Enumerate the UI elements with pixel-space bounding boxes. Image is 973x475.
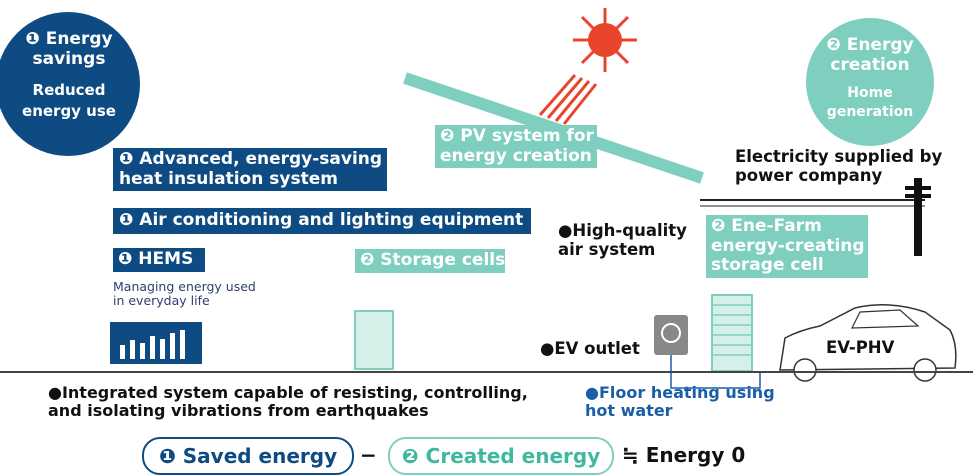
line: ●High-quality [558, 222, 687, 241]
line: generation [820, 103, 920, 122]
wheel [914, 359, 936, 381]
hems-box: ❶ HEMS [113, 248, 205, 272]
line: energy use [14, 101, 124, 122]
minus: − [360, 444, 377, 467]
car-label: EV-PHV [826, 339, 894, 358]
earthquake: ●Integrated system capable of resisting,… [48, 384, 528, 421]
line: ●Integrated system capable of resisting,… [48, 384, 528, 402]
line: air system [558, 241, 687, 260]
crossbar [905, 194, 931, 198]
ev-outlet-label: ●EV outlet [540, 340, 640, 359]
line: Electricity supplied by [735, 148, 942, 167]
created-energy: ❷ Created energy [388, 437, 614, 475]
energy-zero: ≒ Energy 0 [622, 444, 745, 467]
line: power company [735, 167, 942, 186]
line: heat insulation system [119, 170, 381, 190]
line: energy creation [440, 147, 592, 167]
line: ❷ Energy [820, 36, 920, 56]
line: hot water [585, 402, 775, 420]
line: ❶ Advanced, energy-saving [119, 150, 381, 170]
line: in everyday life [113, 294, 256, 308]
wheel [794, 359, 816, 381]
air-conditioning-box: ❶ Air conditioning and lighting equipmen… [113, 208, 531, 234]
line: energy-creating [711, 237, 863, 257]
line: ❶ Energy [24, 30, 114, 50]
storage-cell [355, 311, 393, 369]
line: ❷ PV system for [440, 127, 592, 147]
line: ❷ Ene-Farm [711, 217, 863, 237]
sun-core [588, 23, 622, 57]
saved-energy: ❶ Saved energy [142, 437, 354, 475]
line: storage cell [711, 256, 863, 276]
crossbar [905, 186, 931, 190]
line: and isolating vibrations from earthquake… [48, 402, 528, 420]
ene-farm-unit [712, 295, 752, 371]
sun [540, 8, 637, 124]
line: creation [820, 56, 920, 76]
line: ●Floor heating using [585, 384, 775, 402]
line: Reduced [14, 80, 124, 101]
line: savings [24, 50, 114, 70]
line: Home [820, 84, 920, 103]
storage-box: ❷ Storage cells [355, 249, 505, 273]
line: Managing energy used [113, 280, 256, 294]
page: ❶ Energysavings Reducedenergy use ❷ Ener… [0, 0, 973, 473]
ev-outlet [654, 315, 688, 355]
